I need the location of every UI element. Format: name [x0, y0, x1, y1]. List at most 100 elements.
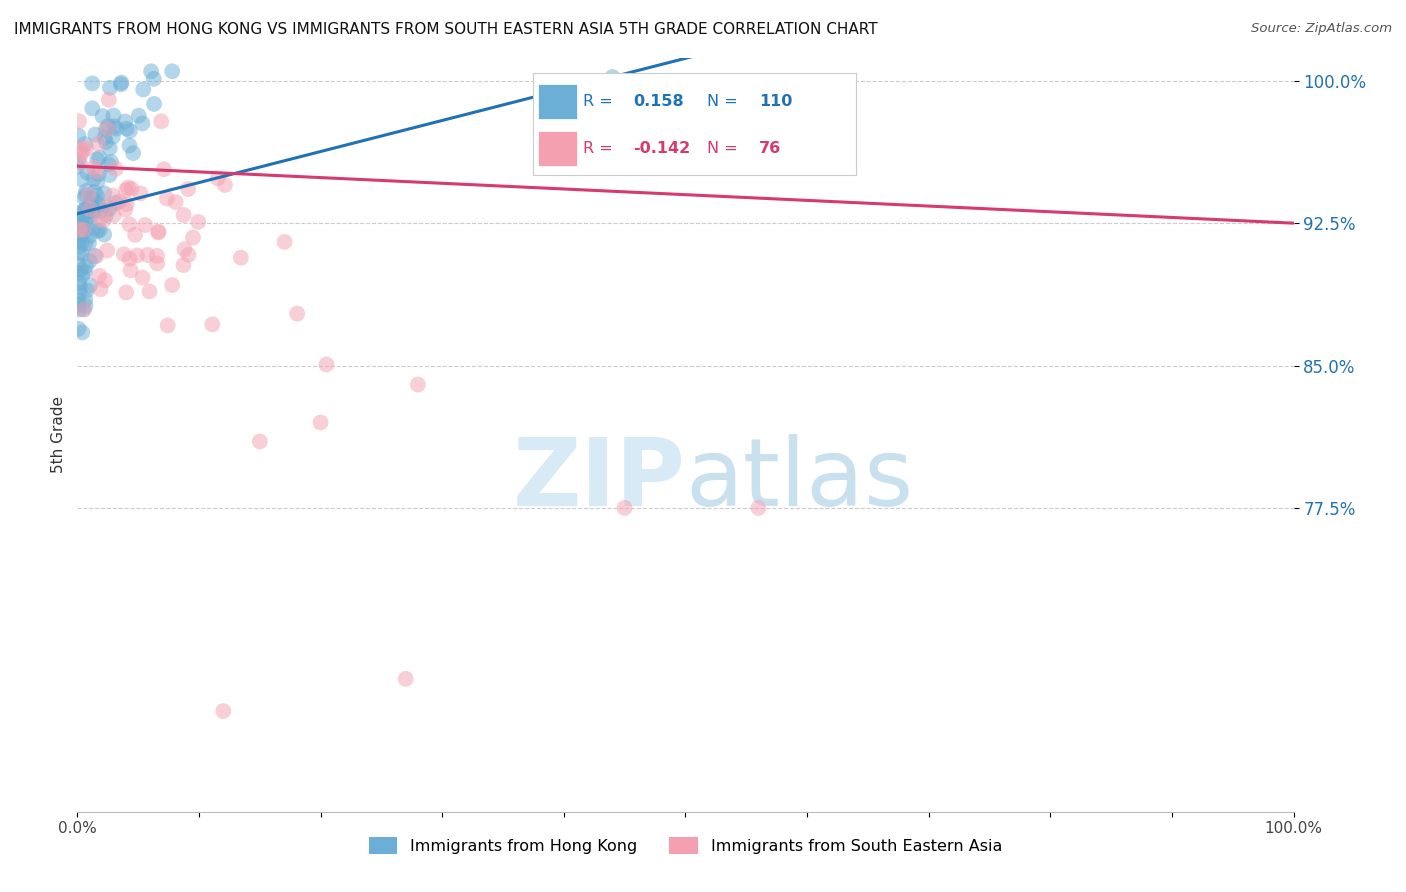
Point — [67, 232, 90, 246]
Point — [87, 198, 110, 212]
Point — [67, 322, 90, 336]
Point — [104, 195, 127, 210]
Point — [309, 416, 332, 430]
Point — [153, 162, 176, 177]
Point — [98, 202, 121, 216]
Point — [70, 268, 93, 283]
Point — [82, 76, 104, 90]
Point — [70, 326, 93, 340]
Point — [177, 248, 200, 262]
Point — [87, 196, 110, 211]
Point — [96, 199, 118, 213]
Point — [86, 189, 108, 203]
Point — [70, 213, 93, 227]
Text: atlas: atlas — [686, 434, 914, 526]
Point — [82, 207, 104, 221]
Point — [75, 202, 97, 216]
Point — [72, 302, 94, 317]
Text: ZIP: ZIP — [513, 434, 686, 526]
Point — [72, 223, 94, 237]
Point — [82, 199, 104, 213]
Point — [75, 298, 97, 312]
Point — [75, 215, 97, 229]
Point — [115, 197, 138, 211]
Point — [100, 155, 122, 169]
Point — [118, 124, 141, 138]
Point — [67, 128, 90, 143]
Point — [67, 206, 90, 220]
Point — [76, 211, 98, 226]
Point — [146, 249, 169, 263]
Point — [67, 293, 90, 308]
Text: IMMIGRANTS FROM HONG KONG VS IMMIGRANTS FROM SOUTH EASTERN ASIA 5TH GRADE CORREL: IMMIGRANTS FROM HONG KONG VS IMMIGRANTS … — [14, 22, 877, 37]
Point — [285, 307, 308, 321]
Point — [83, 185, 105, 199]
Point — [79, 229, 101, 244]
Point — [115, 121, 138, 136]
Point — [69, 155, 91, 169]
Point — [118, 217, 141, 231]
Point — [177, 182, 200, 196]
Point — [67, 276, 90, 290]
Point — [82, 101, 104, 115]
Point — [103, 120, 125, 134]
Y-axis label: 5th Grade: 5th Grade — [51, 396, 66, 474]
Point — [97, 119, 120, 133]
Point — [132, 82, 155, 96]
Point — [139, 64, 162, 78]
Point — [67, 245, 90, 260]
Point — [84, 128, 107, 142]
Point — [89, 211, 111, 226]
Point — [117, 180, 139, 194]
Point — [69, 227, 91, 242]
Point — [67, 114, 90, 128]
Point — [86, 249, 108, 263]
Point — [67, 240, 90, 254]
Point — [249, 434, 271, 449]
Point — [70, 147, 93, 161]
Point — [75, 188, 97, 202]
Point — [94, 208, 117, 222]
Point — [86, 164, 108, 178]
Point — [79, 202, 101, 216]
Point — [75, 236, 97, 251]
Point — [105, 121, 128, 136]
Point — [613, 500, 636, 515]
Point — [146, 256, 169, 270]
Point — [70, 213, 93, 227]
Point — [94, 135, 117, 149]
Point — [90, 282, 112, 296]
Point — [87, 167, 110, 181]
Point — [69, 219, 91, 233]
Point — [129, 186, 152, 201]
Point — [273, 235, 295, 249]
Point — [67, 302, 90, 317]
Point — [98, 141, 121, 155]
Point — [120, 182, 142, 196]
Point — [97, 158, 120, 172]
Point — [93, 213, 115, 227]
Point — [70, 247, 93, 261]
Point — [70, 172, 93, 186]
Point — [747, 500, 769, 515]
Point — [212, 704, 235, 718]
Point — [115, 285, 138, 300]
Point — [73, 265, 96, 279]
Point — [98, 80, 121, 95]
Point — [165, 195, 187, 210]
Point — [73, 137, 96, 152]
Point — [82, 204, 104, 219]
Point — [406, 377, 429, 392]
Point — [160, 278, 183, 293]
Point — [77, 236, 100, 251]
Point — [93, 227, 115, 242]
Point — [83, 172, 105, 186]
Point — [67, 222, 90, 236]
Point — [80, 192, 103, 206]
Point — [86, 153, 108, 167]
Point — [70, 235, 93, 250]
Legend: Immigrants from Hong Kong, Immigrants from South Eastern Asia: Immigrants from Hong Kong, Immigrants fr… — [363, 831, 1008, 860]
Point — [73, 191, 96, 205]
Point — [66, 257, 89, 271]
Point — [156, 318, 179, 333]
